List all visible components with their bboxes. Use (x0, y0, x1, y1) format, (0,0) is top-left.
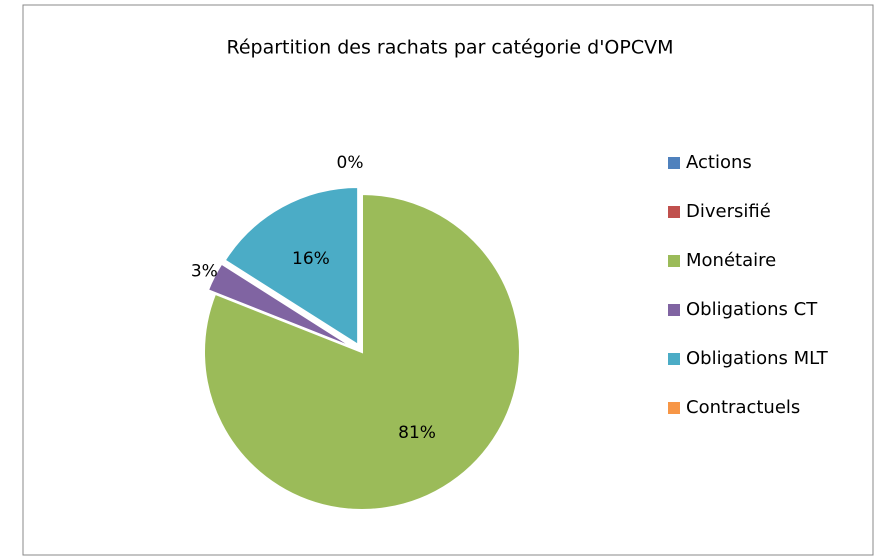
data-label: 0% (337, 153, 364, 173)
legend-swatch (668, 304, 680, 316)
legend-swatch (668, 402, 680, 414)
legend-label: Actions (686, 152, 752, 173)
legend-swatch (668, 206, 680, 218)
legend-label: Monétaire (686, 250, 776, 271)
legend-swatch (668, 157, 680, 169)
chart-title: Répartition des rachats par catégorie d'… (226, 37, 673, 59)
legend-label: Obligations CT (686, 299, 818, 320)
pie-slice (223, 185, 360, 347)
legend-label: Obligations MLT (686, 348, 829, 369)
data-label: 16% (292, 249, 330, 269)
pie-slice (206, 262, 356, 350)
legend-label: Diversifié (686, 201, 771, 222)
data-label: 3% (191, 262, 218, 282)
legend-swatch (668, 255, 680, 267)
legend-swatch (668, 353, 680, 365)
data-label: 81% (398, 423, 436, 443)
legend-label: Contractuels (686, 397, 800, 418)
